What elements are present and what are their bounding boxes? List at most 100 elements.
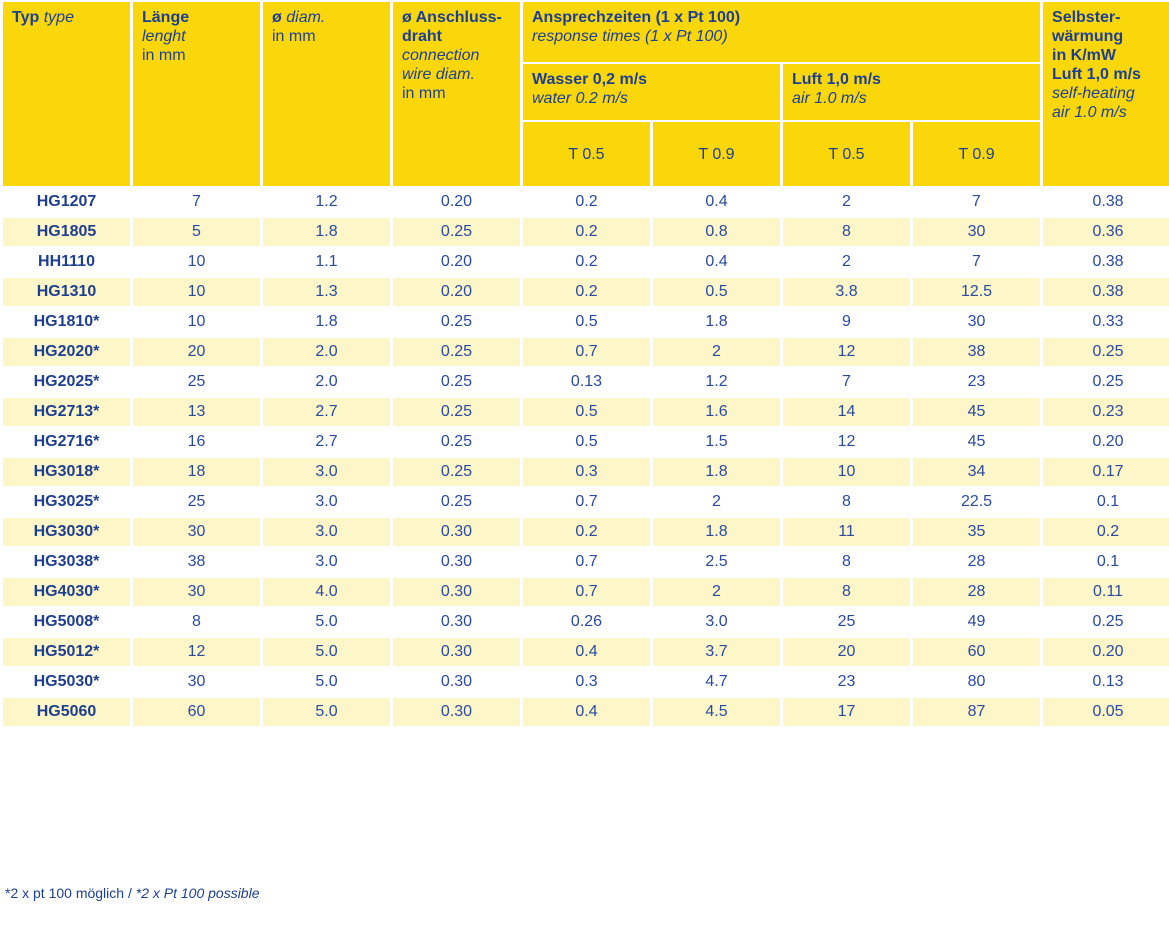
cell-diam: 2.7 (315, 433, 338, 450)
cell-self-heating: 0.38 (1043, 278, 1169, 306)
cell-laenge: 7 (192, 193, 201, 210)
cell-water-t05: 0.3 (575, 673, 598, 690)
table-row: HG2025* 25 2.0 0.25 0.13 1.2 7 23 0.25 (3, 368, 1169, 396)
cell-water-t09: 3.0 (705, 613, 728, 630)
cell-self-heating: 0.25 (1092, 613, 1124, 630)
cell-air-t09: 28 (967, 553, 986, 570)
cell-wire-diam: 0.25 (440, 493, 473, 510)
cell-water-t05: 0.13 (570, 373, 603, 390)
cell-water-t05: 0.2 (523, 518, 650, 546)
cell-wire-diam: 0.20 (393, 278, 520, 306)
cell-air-t09: 87 (913, 698, 1041, 726)
cell-typ: HG2716* (33, 433, 100, 450)
cell-wire-diam: 0.25 (393, 218, 520, 246)
cell-air-t05: 25 (837, 613, 856, 630)
cell-wire-diam: 0.30 (393, 638, 520, 666)
cell-air-t09: 80 (967, 673, 986, 690)
cell-water-t09: 1.8 (653, 458, 780, 486)
cell-typ: HG1805 (3, 218, 130, 246)
cell-typ: HG1310 (3, 278, 130, 306)
cell-water-t09: 1.2 (705, 373, 728, 390)
header-diam: ø diam. in mm (263, 2, 390, 186)
cell-typ: HH1110 (38, 253, 95, 270)
cell-diam: 1.3 (263, 278, 390, 306)
cell-self-heating: 0.20 (1043, 638, 1169, 666)
header-laenge: Länge lenght in mm (133, 2, 260, 186)
cell-air-t09: 30 (913, 218, 1041, 246)
header-air-t05: T 0.5 (783, 122, 910, 186)
cell-laenge: 25 (187, 373, 206, 390)
cell-air-t09: 7 (972, 193, 981, 210)
cell-diam: 3.0 (315, 493, 338, 510)
cell-self-heating: 0.36 (1043, 218, 1169, 246)
cell-water-t05: 0.7 (575, 493, 598, 510)
cell-water-t05: 0.5 (575, 433, 598, 450)
cell-self-heating: 0.25 (1043, 338, 1169, 366)
cell-water-t09: 2 (712, 493, 721, 510)
header-response-times: Ansprechzeiten (1 x Pt 100) response tim… (523, 2, 1041, 62)
cell-water-t09: 2.5 (705, 553, 728, 570)
cell-air-t09: 22.5 (960, 493, 993, 510)
cell-water-t05: 0.7 (523, 578, 650, 606)
cell-diam: 5.0 (263, 698, 390, 726)
cell-air-t09: 34 (913, 458, 1041, 486)
cell-self-heating: 0.25 (1092, 373, 1124, 390)
cell-self-heating: 0.1 (1096, 493, 1120, 510)
cell-wire-diam: 0.30 (440, 613, 473, 630)
cell-wire-diam: 0.25 (393, 458, 520, 486)
cell-water-t05: 0.4 (523, 698, 650, 726)
cell-laenge: 5 (133, 218, 260, 246)
cell-typ: HG3030* (3, 518, 130, 546)
cell-self-heating: 0.33 (1092, 313, 1124, 330)
cell-diam: 3.0 (263, 518, 390, 546)
cell-water-t05: 0.4 (523, 638, 650, 666)
cell-water-t09: 2 (653, 578, 780, 606)
cell-water-t09: 1.5 (705, 433, 728, 450)
cell-self-heating: 0.11 (1043, 578, 1169, 606)
cell-typ: HG3025* (33, 493, 100, 510)
cell-typ: HG1207 (36, 193, 97, 210)
cell-water-t09: 0.5 (653, 278, 780, 306)
cell-water-t05: 0.2 (575, 193, 598, 210)
table-row: HG3038* 38 3.0 0.30 0.7 2.5 8 28 0.1 (3, 548, 1169, 576)
cell-water-t05: 0.7 (523, 338, 650, 366)
cell-air-t05: 3.8 (783, 278, 910, 306)
cell-typ: HG3018* (3, 458, 130, 486)
table-row: HG3025* 25 3.0 0.25 0.7 2 8 22.5 0.1 (3, 488, 1169, 516)
cell-diam: 1.8 (315, 313, 338, 330)
cell-laenge: 10 (133, 278, 260, 306)
cell-water-t09: 2 (653, 338, 780, 366)
cell-typ: HG4030* (3, 578, 130, 606)
header-water-t05: T 0.5 (523, 122, 650, 186)
table-row: HG2716* 16 2.7 0.25 0.5 1.5 12 45 0.20 (3, 428, 1169, 456)
cell-diam: 2.0 (315, 373, 338, 390)
cell-water-t09: 1.8 (705, 313, 728, 330)
cell-typ: HG2025* (33, 373, 100, 390)
cell-air-t05: 2 (842, 193, 851, 210)
cell-laenge: 10 (187, 313, 206, 330)
cell-air-t05: 8 (842, 493, 851, 510)
cell-wire-diam: 0.20 (440, 253, 473, 270)
cell-typ: HG5008* (33, 613, 100, 630)
cell-air-t05: 10 (783, 458, 910, 486)
cell-water-t05: 0.3 (523, 458, 650, 486)
cell-diam: 1.2 (315, 193, 338, 210)
header-self-heating: Selbster- wärmung in K/mW Luft 1,0 m/s s… (1043, 2, 1169, 186)
cell-typ: HG3038* (33, 553, 100, 570)
cell-air-t05: 14 (783, 398, 910, 426)
cell-air-t05: 2 (842, 253, 851, 270)
cell-wire-diam: 0.30 (440, 673, 473, 690)
header-water: Wasser 0,2 m/s water 0.2 m/s (523, 64, 780, 120)
cell-self-heating: 0.13 (1092, 673, 1124, 690)
cell-laenge: 30 (133, 578, 260, 606)
cell-air-t09: 12.5 (913, 278, 1041, 306)
cell-typ: HG5030* (33, 673, 100, 690)
spec-table: Typ type Länge lenght in mm ø diam. in m… (3, 2, 1169, 726)
cell-laenge: 16 (187, 433, 206, 450)
header-wire-diam: ø Anschluss- draht connection wire diam.… (393, 2, 520, 186)
cell-wire-diam: 0.25 (393, 338, 520, 366)
cell-air-t09: 49 (967, 613, 986, 630)
table-row: HG3030* 30 3.0 0.30 0.2 1.8 11 35 0.2 (3, 518, 1169, 546)
cell-water-t09: 0.8 (653, 218, 780, 246)
cell-laenge: 38 (187, 553, 206, 570)
